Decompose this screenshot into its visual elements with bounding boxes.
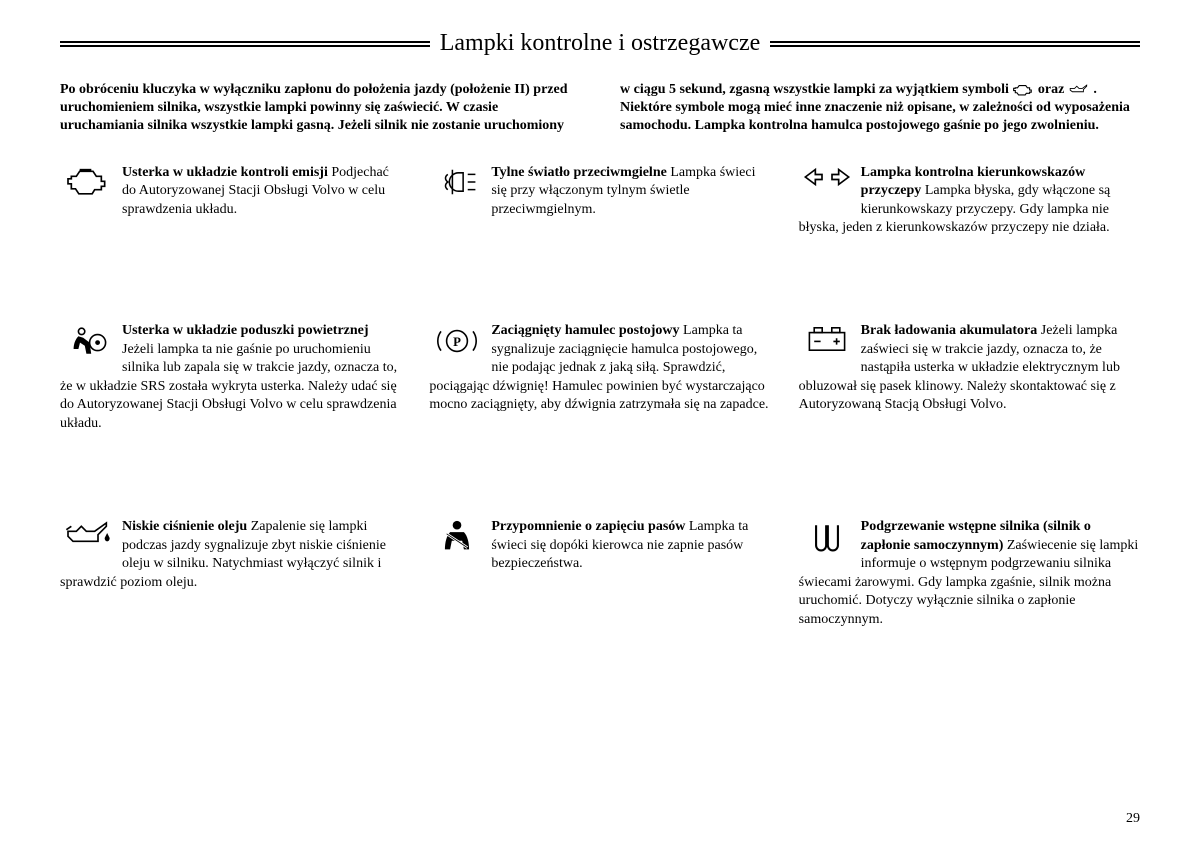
page-header: Lampki kontrolne i ostrzegawcze (60, 30, 1140, 63)
trailer-indicator-icon (799, 164, 855, 208)
item-title: Przypomnienie o zapięciu pasów (491, 519, 685, 534)
item-airbag-fault: Usterka w układzie poduszki powietrznej … (60, 322, 401, 433)
intro-left: Po obróceniu kluczyka w wyłączniku zapło… (60, 81, 580, 136)
intro-text: Po obróceniu kluczyka w wyłączniku zapło… (60, 81, 1140, 136)
battery-icon (799, 322, 855, 366)
glow-plug-icon (799, 518, 855, 562)
item-seatbelt: Przypomnienie o zapięciu pasów Lampka ta… (429, 518, 770, 629)
oil-can-outline-icon (1068, 83, 1090, 97)
page-number: 29 (1126, 811, 1140, 827)
intro-right: w ciągu 5 sekund, zgasną wszystkie lampk… (620, 81, 1140, 136)
item-parking-brake: P Zaciągnięty hamulec postojowy Lampka t… (429, 322, 770, 433)
item-title: Niskie ciśnienie oleju (122, 519, 247, 534)
rear-fog-icon (429, 164, 485, 208)
item-title: Brak ładowania akumulatora (861, 323, 1038, 338)
engine-icon (60, 164, 116, 208)
parking-brake-icon: P (429, 322, 485, 366)
seatbelt-icon (429, 518, 485, 562)
item-oil-pressure: Niskie ciśnienie oleju Zapalenie się lam… (60, 518, 401, 629)
item-rear-fog: Tylne światło przeciwmgielne Lampka świe… (429, 164, 770, 238)
item-battery: Brak ładowania akumulatora Jeżeli lampka… (799, 322, 1140, 433)
intro-right-b: oraz (1038, 82, 1068, 97)
intro-left-bold: Po obróceniu kluczyka w wyłączniku zapło… (60, 82, 568, 133)
engine-outline-icon (1012, 83, 1034, 97)
item-emission-fault: Usterka w układzie kontroli emisji Podje… (60, 164, 401, 238)
item-title: Tylne światło przeciwmgielne (491, 165, 667, 180)
item-trailer-indicator: Lampka kontrolna kierunkowskazów przycze… (799, 164, 1140, 238)
intro-right-a: w ciągu 5 sekund, zgasną wszystkie lampk… (620, 82, 1012, 97)
item-title: Usterka w układzie kontroli emisji (122, 165, 328, 180)
item-title: Zaciągnięty hamulec postojowy (491, 323, 679, 338)
warning-lights-grid: Usterka w układzie kontroli emisji Podje… (60, 164, 1140, 630)
svg-text:P: P (453, 335, 461, 349)
airbag-icon (60, 322, 116, 366)
item-glow-plug: Podgrzewanie wstępne silnika (silnik o z… (799, 518, 1140, 629)
item-title: Usterka w układzie poduszki powietrznej (122, 323, 369, 338)
oil-can-icon (60, 518, 116, 562)
page-title: Lampki kontrolne i ostrzegawcze (430, 30, 771, 57)
